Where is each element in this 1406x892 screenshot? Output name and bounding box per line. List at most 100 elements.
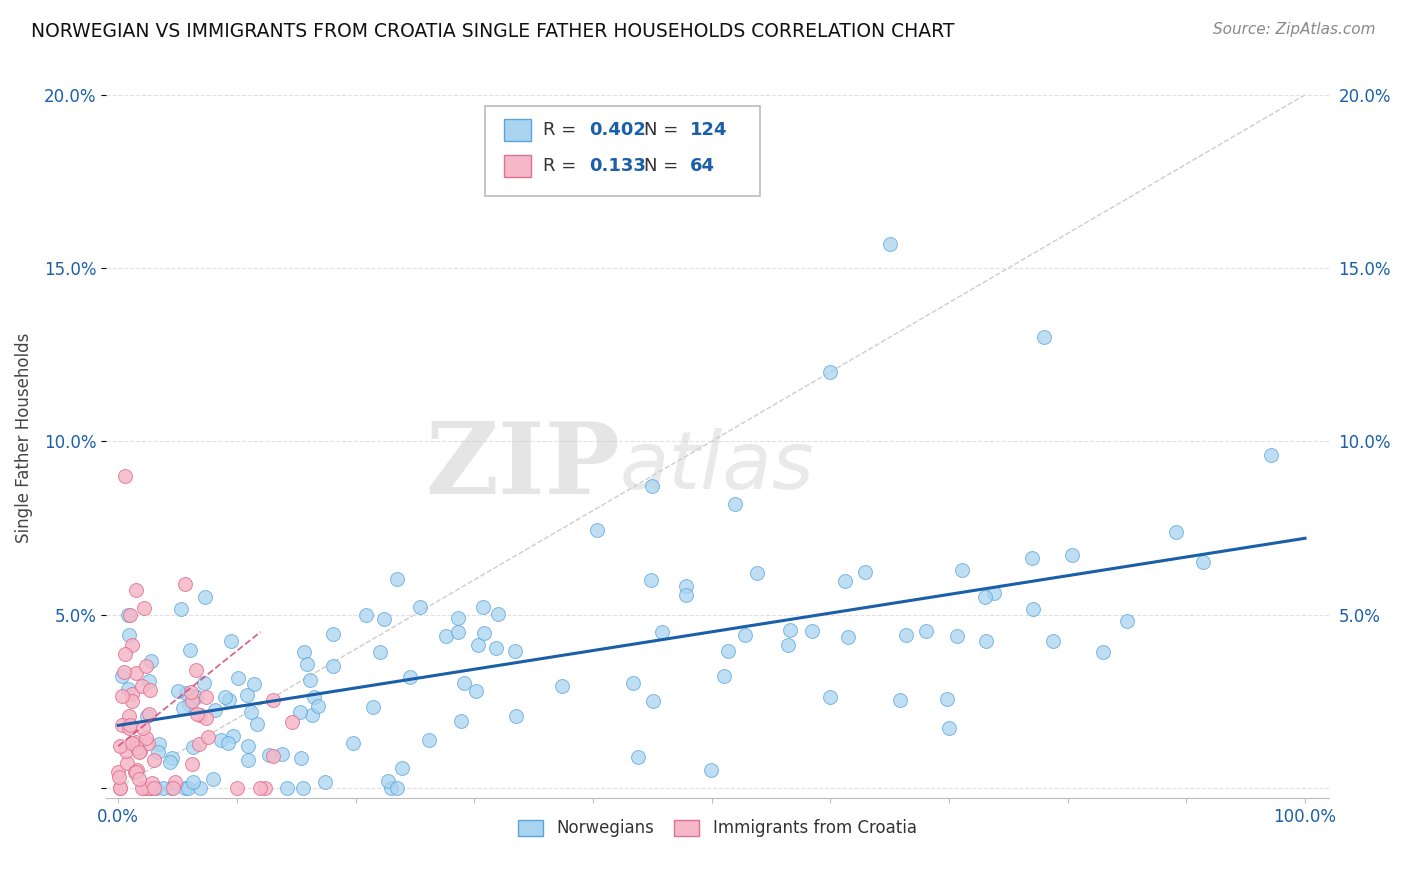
Point [447, 611, 470, 625]
Point [117, 608, 139, 623]
Point [291, 780, 314, 795]
Point [361, 700, 384, 714]
Point [485, 641, 508, 656]
Point [472, 625, 495, 640]
Point [142, 753, 165, 767]
FancyBboxPatch shape [503, 120, 530, 141]
Point [373, 612, 395, 626]
Point [114, 744, 136, 758]
Point [1091, 645, 1114, 659]
Point [834, 574, 856, 588]
Point [135, 731, 157, 746]
Point [167, 684, 190, 698]
Point [172, 701, 194, 715]
Point [141, 775, 163, 789]
Point [1260, 448, 1282, 462]
Point [188, 738, 211, 752]
Point [138, 674, 160, 689]
Point [173, 577, 195, 591]
Point [179, 642, 201, 657]
Point [160, 780, 183, 795]
Point [180, 756, 202, 771]
Text: R =: R = [543, 121, 582, 139]
Point [322, 627, 344, 641]
Point [118, 628, 141, 642]
Point [148, 737, 170, 751]
Point [700, 764, 723, 778]
Point [139, 780, 162, 795]
Point [125, 666, 148, 681]
Point [120, 718, 142, 732]
Point [188, 780, 211, 795]
Point [146, 745, 169, 759]
Point [1032, 330, 1054, 344]
Point [1042, 633, 1064, 648]
Point [914, 624, 936, 638]
Point [236, 739, 259, 753]
Point [159, 756, 181, 770]
Point [186, 707, 208, 722]
Point [640, 573, 662, 587]
Point [288, 705, 311, 719]
Point [418, 733, 440, 747]
Point [627, 750, 650, 764]
Point [550, 679, 572, 693]
Point [651, 625, 673, 640]
Point [387, 780, 409, 795]
Point [226, 671, 249, 685]
Point [322, 658, 344, 673]
Point [188, 708, 211, 723]
Point [246, 716, 269, 731]
Point [853, 565, 876, 579]
Text: Source: ZipAtlas.com: Source: ZipAtlas.com [1212, 22, 1375, 37]
Point [180, 694, 202, 708]
Point [111, 689, 134, 703]
Point [177, 780, 200, 795]
Point [194, 711, 217, 725]
Point [136, 736, 159, 750]
Point [450, 714, 472, 728]
Point [184, 664, 207, 678]
Point [127, 739, 149, 753]
Point [302, 690, 325, 704]
Text: N =: N = [644, 121, 685, 139]
Point [136, 708, 159, 723]
Point [217, 736, 239, 750]
Point [1022, 602, 1045, 616]
Point [108, 780, 131, 795]
Point [505, 644, 527, 658]
Point [204, 703, 226, 717]
Point [486, 607, 509, 621]
Point [1192, 555, 1215, 569]
Point [896, 628, 918, 642]
Point [195, 690, 218, 704]
Point [139, 682, 162, 697]
Point [453, 675, 475, 690]
Point [138, 706, 160, 721]
Point [818, 690, 841, 704]
Point [465, 684, 488, 698]
Point [128, 772, 150, 787]
Point [111, 669, 134, 683]
Point [121, 638, 143, 652]
Point [281, 715, 304, 730]
Point [169, 602, 191, 616]
Point [938, 721, 960, 735]
Y-axis label: Single Father Households: Single Father Households [15, 333, 32, 543]
Point [290, 751, 312, 765]
Point [950, 563, 973, 577]
Point [973, 590, 995, 604]
Point [141, 780, 163, 795]
Point [292, 645, 315, 659]
Point [945, 629, 967, 643]
Point [820, 365, 842, 379]
Point [734, 628, 756, 642]
Point [879, 236, 901, 251]
Point [115, 756, 138, 771]
Point [221, 729, 243, 743]
Point [409, 599, 432, 614]
Point [124, 765, 146, 780]
Point [125, 583, 148, 598]
Point [118, 708, 141, 723]
Point [136, 780, 159, 795]
